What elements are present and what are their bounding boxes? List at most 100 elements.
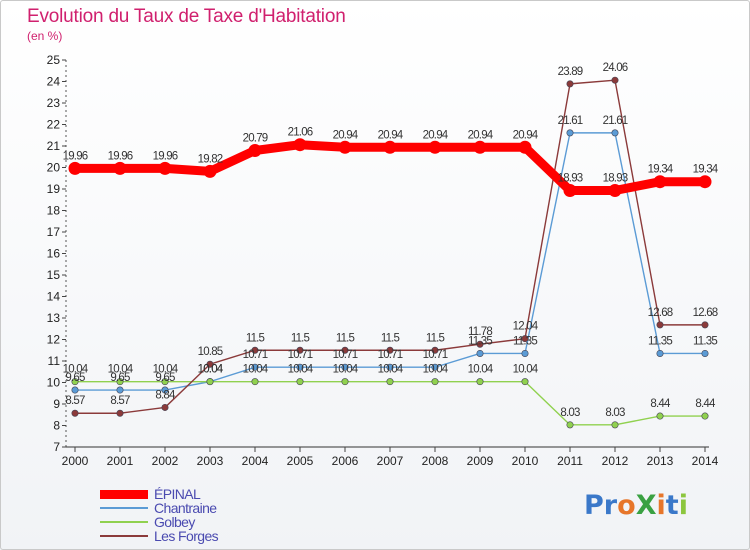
- data-point: [473, 140, 487, 154]
- data-label: 20.79: [243, 133, 268, 145]
- legend-label: Golbey: [154, 514, 195, 530]
- data-label: 11.5: [291, 332, 310, 344]
- data-label: 11.35: [648, 335, 672, 347]
- data-point: [476, 349, 484, 357]
- data-label: 11.5: [336, 332, 355, 344]
- data-point: [116, 386, 124, 394]
- data-point: [116, 409, 124, 417]
- x-tick-label: 2004: [242, 454, 269, 468]
- x-tick-label: 2010: [512, 454, 539, 468]
- y-tick-label: 11: [48, 354, 61, 368]
- data-point: [296, 346, 304, 354]
- y-tick-label: 20: [47, 161, 61, 175]
- data-point: [71, 409, 79, 417]
- data-label: 11.5: [381, 332, 400, 344]
- data-label: 8.44: [695, 398, 716, 410]
- data-label: 18.93: [603, 173, 628, 185]
- data-point: [71, 386, 79, 394]
- data-label: 19.96: [153, 150, 178, 162]
- data-label: 20.94: [333, 129, 359, 141]
- x-tick-label: 2011: [557, 454, 583, 468]
- data-label: 10.04: [243, 364, 269, 376]
- x-tick-label: 2006: [332, 454, 359, 468]
- data-label: 10.04: [63, 364, 89, 376]
- data-point: [386, 378, 394, 386]
- data-label: 11.78: [468, 326, 492, 338]
- data-label: 20.94: [378, 129, 404, 141]
- x-tick-label: 2000: [62, 454, 89, 468]
- data-label: 10.04: [378, 364, 404, 376]
- x-tick-label: 2002: [152, 454, 179, 468]
- legend-item: Chantraine: [100, 500, 218, 516]
- legend-label: Les Forges: [154, 528, 219, 544]
- data-label: 11.35: [468, 335, 492, 347]
- data-label: 10.71: [423, 349, 448, 361]
- data-label: 10.04: [153, 364, 179, 376]
- x-tick-label: 2003: [197, 454, 224, 468]
- y-tick-label: 7: [53, 440, 60, 454]
- data-label: 12.04: [513, 321, 539, 333]
- logo-letter: o: [617, 490, 636, 521]
- data-point: [611, 421, 619, 429]
- data-point: [386, 363, 394, 371]
- data-label: 10.04: [513, 364, 539, 376]
- data-label: 10.04: [333, 364, 359, 376]
- data-label: 8.57: [110, 395, 130, 407]
- logo-letter: i: [678, 490, 688, 521]
- data-point: [608, 184, 622, 198]
- data-label: 21.06: [288, 127, 313, 139]
- data-point: [386, 346, 394, 354]
- data-label: 11.5: [426, 332, 445, 344]
- chart-title: Evolution du Taux de Taxe d'Habitation: [27, 6, 346, 27]
- data-point: [566, 80, 574, 88]
- data-point: [296, 363, 304, 371]
- chart-unit-label: (en %): [27, 29, 63, 43]
- data-point: [158, 161, 172, 175]
- x-tick-label: 2001: [107, 454, 134, 468]
- data-label: 10.04: [423, 364, 449, 376]
- data-label: 20.94: [468, 129, 494, 141]
- legend-item: ÉPINAL: [100, 486, 218, 502]
- data-point: [476, 378, 484, 386]
- legend-item: Les Forges: [100, 528, 219, 544]
- data-label: 11.5: [246, 332, 265, 344]
- data-point: [476, 340, 484, 348]
- data-label: 18.93: [558, 173, 583, 185]
- data-label: 19.34: [648, 164, 674, 176]
- data-point: [116, 378, 124, 386]
- data-point: [701, 321, 709, 329]
- data-label: 8.03: [560, 407, 580, 419]
- data-point: [251, 346, 259, 354]
- data-point: [521, 378, 529, 386]
- y-tick-label: 12: [47, 333, 61, 347]
- legend-item: Golbey: [100, 514, 218, 530]
- data-label: 10.71: [333, 349, 358, 361]
- data-label: 10.04: [198, 364, 224, 376]
- data-label: 9.65: [65, 372, 85, 384]
- x-tick-label: 2007: [377, 454, 404, 468]
- chart-legend: ÉPINAL Chantraine Golbey Les Forges: [100, 486, 219, 544]
- y-tick-label: 19: [47, 182, 61, 196]
- data-point: [161, 378, 169, 386]
- data-label: 11.35: [693, 335, 717, 347]
- data-label: 12.68: [648, 307, 673, 319]
- data-label: 20.94: [423, 129, 449, 141]
- data-point: [701, 412, 709, 420]
- legend-swatch: [100, 507, 148, 509]
- data-point: [293, 138, 307, 152]
- data-point: [611, 129, 619, 137]
- data-label: 10.71: [378, 349, 403, 361]
- y-tick-label: 22: [47, 118, 61, 132]
- data-label: 10.71: [243, 349, 268, 361]
- data-point: [113, 161, 127, 175]
- data-point: [203, 164, 217, 178]
- data-point: [341, 346, 349, 354]
- data-point: [611, 76, 619, 84]
- y-tick-label: 24: [47, 75, 61, 89]
- data-label: 23.89: [558, 66, 583, 78]
- x-tick-label: 2013: [647, 454, 674, 468]
- data-point: [431, 378, 439, 386]
- data-point: [518, 140, 532, 154]
- data-label: 8.84: [155, 389, 176, 401]
